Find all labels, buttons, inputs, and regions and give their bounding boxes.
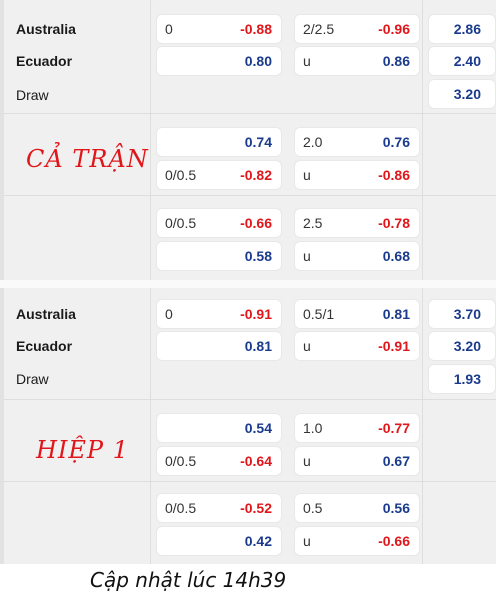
column-divider xyxy=(150,0,151,280)
under-label: u xyxy=(303,533,311,549)
draw-label: Draw xyxy=(16,87,49,103)
row-divider xyxy=(4,113,496,114)
alt-under-value: 0.68 xyxy=(382,248,410,264)
alt-over-odds[interactable]: 2.5 -0.78 xyxy=(295,209,419,237)
home-team-name: Australia xyxy=(16,21,76,37)
draw-value: 1.93 xyxy=(453,371,481,387)
section-separator xyxy=(0,280,496,288)
handicap-away-odds[interactable]: 0.80 xyxy=(157,47,281,75)
handicap-away-value: 0.81 xyxy=(244,338,272,354)
alt-over-value: 0.56 xyxy=(382,500,410,516)
alt-under-odds[interactable]: u 0.68 xyxy=(295,242,419,270)
alt-handicap-top-value: 0.74 xyxy=(244,134,272,150)
alt-handicap-line: 0/0.5 xyxy=(165,500,197,516)
handicap-home-odds[interactable]: 0 -0.88 xyxy=(157,15,281,43)
alt-handicap-bottom[interactable]: 0.42 xyxy=(157,527,281,555)
over-under-line: 2/2.5 xyxy=(303,21,335,37)
under-label: u xyxy=(303,53,311,69)
handicap-away-value: 0.80 xyxy=(244,53,272,69)
over-value: 0.81 xyxy=(382,306,410,322)
away-team-name: Ecuador xyxy=(16,338,73,354)
alt-handicap-top-value: 0.54 xyxy=(244,420,272,436)
under-value: 0.86 xyxy=(382,53,410,69)
home-team-name: Australia xyxy=(16,306,76,322)
draw-odds[interactable]: 3.20 xyxy=(429,80,495,108)
alt-handicap-line: 0/0.5 xyxy=(165,215,197,231)
under-label: u xyxy=(303,248,311,264)
alt-handicap-line: 0/0.5 xyxy=(165,453,197,469)
home-win-odds[interactable]: 3.70 xyxy=(429,300,495,328)
alt-over-under-line: 1.0 xyxy=(303,420,323,436)
alt-under-odds[interactable]: u -0.86 xyxy=(295,161,419,189)
row-divider xyxy=(4,399,496,400)
handicap-home-value: -0.91 xyxy=(240,306,272,322)
alt-under-value: -0.66 xyxy=(378,533,410,549)
alt-handicap-line: 0/0.5 xyxy=(165,167,197,183)
under-odds[interactable]: u -0.91 xyxy=(295,332,419,360)
section-label: CẢ TRẬN xyxy=(26,145,149,173)
handicap-away-odds[interactable]: 0.81 xyxy=(157,332,281,360)
over-under-line: 0.5/1 xyxy=(303,306,335,322)
row-divider xyxy=(4,195,496,196)
alt-under-odds[interactable]: u -0.66 xyxy=(295,527,419,555)
under-label: u xyxy=(303,167,311,183)
alt-handicap-top[interactable]: 0.74 xyxy=(157,128,281,156)
draw-odds[interactable]: 1.93 xyxy=(429,365,495,393)
alt-over-value: -0.78 xyxy=(378,215,410,231)
under-value: -0.91 xyxy=(378,338,410,354)
away-win-odds[interactable]: 2.40 xyxy=(429,47,495,75)
alt-handicap-top[interactable]: 0/0.5 -0.66 xyxy=(157,209,281,237)
alt-handicap-top[interactable]: 0.54 xyxy=(157,414,281,442)
over-odds[interactable]: 2/2.5 -0.96 xyxy=(295,15,419,43)
alt-over-odds[interactable]: 0.5 0.56 xyxy=(295,494,419,522)
alt-over-odds[interactable]: 1.0 -0.77 xyxy=(295,414,419,442)
handicap-line: 0 xyxy=(165,306,173,322)
under-odds[interactable]: u 0.86 xyxy=(295,47,419,75)
handicap-line: 0 xyxy=(165,21,173,37)
alt-over-odds[interactable]: 2.0 0.76 xyxy=(295,128,419,156)
away-win-odds[interactable]: 3.20 xyxy=(429,332,495,360)
alt-under-odds[interactable]: u 0.67 xyxy=(295,447,419,475)
away-team-name: Ecuador xyxy=(16,53,73,69)
alt-handicap-bottom-value: 0.42 xyxy=(244,533,272,549)
draw-label: Draw xyxy=(16,371,49,387)
update-time-note: Cập nhật lúc 14h39 xyxy=(90,568,287,592)
alt-handicap-bottom-value: -0.64 xyxy=(240,453,272,469)
alt-handicap-bottom-value: -0.82 xyxy=(240,167,272,183)
alt-under-value: 0.67 xyxy=(382,453,410,469)
alt-handicap-bottom[interactable]: 0.58 xyxy=(157,242,281,270)
full-match-section: Australia Ecuador Draw 0 -0.88 0.80 2/2.… xyxy=(0,0,496,280)
home-win-value: 3.70 xyxy=(453,306,481,322)
alt-over-value: 0.76 xyxy=(382,134,410,150)
alt-handicap-bottom-value: 0.58 xyxy=(244,248,272,264)
under-label: u xyxy=(303,453,311,469)
away-win-value: 3.20 xyxy=(453,338,481,354)
away-win-value: 2.40 xyxy=(453,53,481,69)
over-value: -0.96 xyxy=(378,21,410,37)
home-win-value: 2.86 xyxy=(453,21,481,37)
section-label: HIỆP 1 xyxy=(36,436,129,464)
alt-over-under-line: 0.5 xyxy=(303,500,323,516)
handicap-home-value: -0.88 xyxy=(240,21,272,37)
column-divider xyxy=(422,288,423,564)
alt-handicap-top-value: -0.52 xyxy=(240,500,272,516)
column-divider xyxy=(422,0,423,280)
alt-handicap-top-value: -0.66 xyxy=(240,215,272,231)
row-divider xyxy=(4,481,496,482)
alt-handicap-bottom[interactable]: 0/0.5 -0.64 xyxy=(157,447,281,475)
alt-over-under-line: 2.5 xyxy=(303,215,323,231)
column-divider xyxy=(150,288,151,564)
home-win-odds[interactable]: 2.86 xyxy=(429,15,495,43)
first-half-section: Australia Ecuador Draw 0 -0.91 0.81 0.5/… xyxy=(0,288,496,564)
alt-handicap-bottom[interactable]: 0/0.5 -0.82 xyxy=(157,161,281,189)
under-label: u xyxy=(303,338,311,354)
alt-over-under-line: 2.0 xyxy=(303,134,323,150)
alt-over-value: -0.77 xyxy=(378,420,410,436)
handicap-home-odds[interactable]: 0 -0.91 xyxy=(157,300,281,328)
alt-handicap-top[interactable]: 0/0.5 -0.52 xyxy=(157,494,281,522)
draw-value: 3.20 xyxy=(453,86,481,102)
alt-under-value: -0.86 xyxy=(378,167,410,183)
over-odds[interactable]: 0.5/1 0.81 xyxy=(295,300,419,328)
